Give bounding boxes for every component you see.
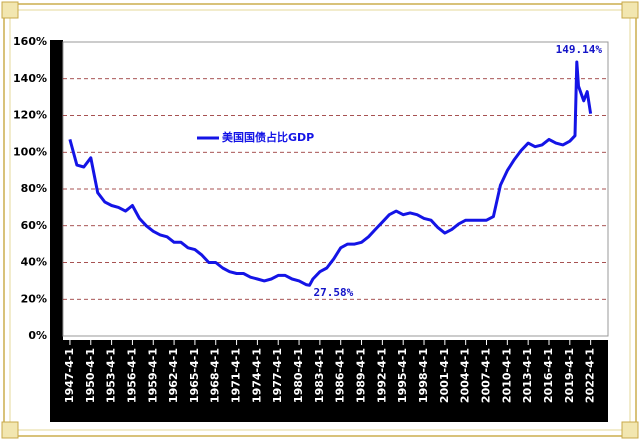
x-tick-label: 1947-4-1	[63, 348, 76, 403]
x-tick-label: 1959-4-1	[146, 348, 159, 403]
x-tick-label: 2007-4-1	[480, 348, 493, 403]
x-tick-label: 1965-4-1	[188, 348, 201, 403]
x-tick-label: 1968-4-1	[209, 348, 222, 403]
x-tick-label: 1971-4-1	[230, 348, 243, 403]
x-tick-label: 2022-4-1	[584, 348, 597, 403]
x-tick-label: 1977-4-1	[271, 348, 284, 403]
x-tick-label: 1995-4-1	[396, 348, 409, 403]
corner	[621, 1, 639, 19]
x-tick-label: 1983-4-1	[313, 348, 326, 403]
x-tick-label: 2010-4-1	[500, 348, 513, 403]
y-tick-label: 100%	[13, 145, 47, 158]
x-tick-label: 2016-4-1	[542, 348, 555, 403]
annotation: 149.14%	[556, 43, 603, 56]
y-tick-label: 80%	[21, 182, 47, 195]
y-tick-label: 120%	[13, 109, 47, 122]
x-tick-label: 1962-4-1	[167, 348, 180, 403]
x-tick-label: 1953-4-1	[105, 348, 118, 403]
y-tick-label: 60%	[21, 219, 47, 232]
annotation: 27.58%	[313, 286, 353, 299]
corner	[621, 421, 639, 439]
x-tick-label: 1986-4-1	[334, 348, 347, 403]
legend-label: 美国国债占比GDP	[222, 130, 314, 144]
x-tick-label: 2019-4-1	[563, 348, 576, 403]
frame-inner	[9, 9, 631, 431]
x-tick-label: 2004-4-1	[459, 348, 472, 403]
x-tick-label: 1992-4-1	[375, 348, 388, 403]
y-tick-label: 160%	[13, 35, 47, 48]
x-axis-band	[50, 340, 608, 422]
corner	[1, 421, 19, 439]
y-tick-label: 0%	[28, 329, 47, 342]
x-tick-label: 1950-4-1	[84, 348, 97, 403]
x-tick-label: 1989-4-1	[355, 348, 368, 403]
y-tick-label: 140%	[13, 72, 47, 85]
y-tick-label: 20%	[21, 292, 47, 305]
x-tick-label: 1980-4-1	[292, 348, 305, 403]
plot-area	[62, 41, 609, 337]
x-tick-label: 2001-4-1	[438, 348, 451, 403]
x-tick-label: 1974-4-1	[250, 348, 263, 403]
x-tick-label: 1956-4-1	[125, 348, 138, 403]
y-axis-band	[50, 40, 63, 345]
series-line	[68, 60, 593, 287]
x-tick-label: 2013-4-1	[521, 348, 534, 403]
corner	[1, 1, 19, 19]
x-tick-label: 1998-4-1	[417, 348, 430, 403]
y-tick-label: 40%	[21, 256, 47, 269]
